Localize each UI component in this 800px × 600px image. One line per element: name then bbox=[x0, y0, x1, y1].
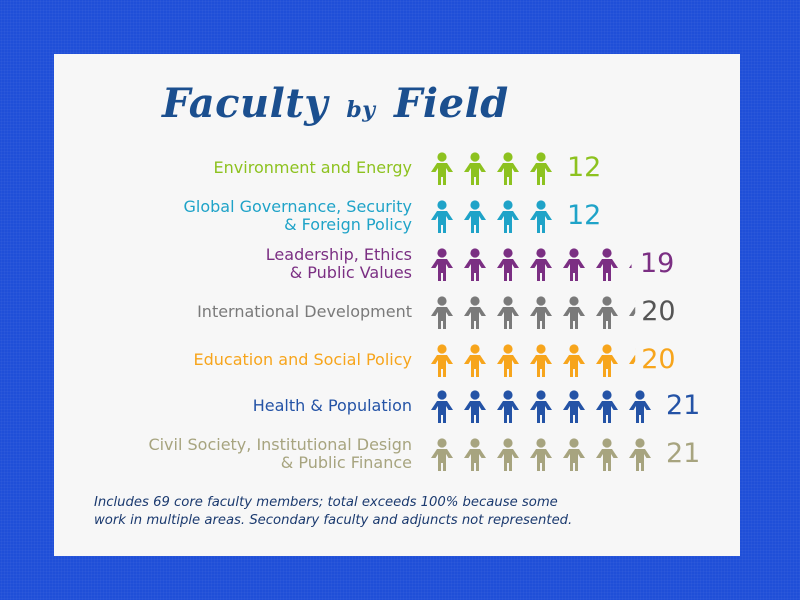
field-count: 20 bbox=[641, 344, 676, 375]
field-count: 20 bbox=[641, 296, 676, 327]
person-icon-strip bbox=[431, 152, 552, 185]
field-row: Civil Society, Institutional Design & Pub… bbox=[54, 432, 740, 476]
field-label: Civil Society, Institutional Design & Pub… bbox=[148, 432, 412, 476]
field-row: Leadership, Ethics & Public Values 19 bbox=[54, 242, 740, 286]
title-field: Field bbox=[394, 80, 509, 127]
partial-person-icon bbox=[629, 264, 632, 268]
field-label-line: Leadership, Ethics bbox=[265, 245, 412, 264]
field-row: Education and Social Policy 20 bbox=[54, 338, 740, 382]
person-icon bbox=[629, 438, 651, 471]
person-icon bbox=[431, 390, 453, 423]
field-label: Global Governance, Security & Foreign Pol… bbox=[183, 194, 412, 238]
partial-person-icon bbox=[629, 355, 636, 364]
field-count: 19 bbox=[640, 248, 675, 279]
person-icon bbox=[464, 438, 486, 471]
person-icon bbox=[431, 344, 453, 377]
person-icon bbox=[497, 200, 519, 233]
field-row: International Development 20 bbox=[54, 290, 740, 334]
person-icon bbox=[431, 438, 453, 471]
person-icon bbox=[530, 248, 552, 281]
person-icon bbox=[464, 152, 486, 185]
footnote-line-2: work in multiple areas. Secondary facult… bbox=[94, 513, 573, 528]
person-icon bbox=[431, 296, 453, 329]
person-icon bbox=[497, 296, 519, 329]
person-icon bbox=[464, 344, 486, 377]
person-icon bbox=[464, 248, 486, 281]
person-icon bbox=[464, 390, 486, 423]
person-icon bbox=[497, 438, 519, 471]
person-icon bbox=[629, 390, 651, 423]
field-label-line: & Foreign Policy bbox=[284, 215, 412, 234]
footnote-line-1: Includes 69 core faculty members; total … bbox=[94, 495, 558, 510]
person-icon-strip bbox=[431, 344, 636, 377]
person-icon bbox=[530, 344, 552, 377]
person-icon bbox=[530, 152, 552, 185]
chart-title: Faculty by Field bbox=[162, 80, 509, 127]
field-label-line: Health & Population bbox=[252, 396, 412, 415]
field-label-line: Global Governance, Security bbox=[183, 197, 412, 216]
field-label: Education and Social Policy bbox=[194, 338, 412, 382]
person-icon bbox=[596, 296, 618, 329]
field-label-line: & Public Values bbox=[289, 263, 412, 282]
field-label: Health & Population bbox=[253, 384, 412, 428]
person-icon bbox=[596, 248, 618, 281]
title-by: by bbox=[346, 97, 376, 123]
field-count: 12 bbox=[567, 200, 602, 231]
person-icons bbox=[430, 390, 680, 424]
person-icon bbox=[497, 344, 519, 377]
field-row: Environment and Energy 12 bbox=[54, 146, 740, 190]
person-icon bbox=[464, 296, 486, 329]
person-icon bbox=[431, 200, 453, 233]
person-icon bbox=[596, 390, 618, 423]
partial-person-icon bbox=[629, 307, 636, 316]
person-icon bbox=[596, 438, 618, 471]
person-icon bbox=[563, 438, 585, 471]
person-icons bbox=[430, 152, 680, 186]
person-icons bbox=[430, 200, 680, 234]
person-icon bbox=[431, 152, 453, 185]
person-icon bbox=[530, 200, 552, 233]
field-row: Global Governance, Security & Foreign Pol… bbox=[54, 194, 740, 238]
field-label-line: International Development bbox=[197, 302, 412, 321]
person-icon bbox=[563, 296, 585, 329]
field-label: Leadership, Ethics & Public Values bbox=[266, 242, 412, 286]
field-label: Environment and Energy bbox=[214, 146, 412, 190]
person-icon bbox=[497, 152, 519, 185]
person-icon bbox=[530, 390, 552, 423]
field-label-line: & Public Finance bbox=[280, 453, 412, 472]
title-main: Faculty bbox=[162, 80, 328, 127]
infographic-card: Faculty by Field Environment and Energy 1… bbox=[54, 54, 740, 556]
person-icons bbox=[430, 296, 680, 330]
person-icon-strip bbox=[431, 390, 651, 423]
person-icon bbox=[563, 248, 585, 281]
person-icons bbox=[430, 248, 680, 282]
person-icon bbox=[530, 438, 552, 471]
field-count: 21 bbox=[666, 438, 701, 469]
person-icon bbox=[497, 390, 519, 423]
field-row: Health & Population 21 bbox=[54, 384, 740, 428]
person-icon bbox=[596, 344, 618, 377]
person-icons bbox=[430, 438, 680, 472]
person-icon-strip bbox=[431, 248, 632, 281]
footnote: Includes 69 core faculty members; total … bbox=[94, 494, 572, 530]
person-icon-strip bbox=[431, 438, 651, 471]
field-count: 21 bbox=[666, 390, 701, 421]
field-label-line: Civil Society, Institutional Design bbox=[148, 435, 412, 454]
field-label-line: Environment and Energy bbox=[213, 158, 412, 177]
person-icon bbox=[563, 344, 585, 377]
field-count: 12 bbox=[567, 152, 602, 183]
person-icon bbox=[563, 390, 585, 423]
field-label: International Development bbox=[197, 290, 412, 334]
person-icons bbox=[430, 344, 680, 378]
field-label-line: Education and Social Policy bbox=[193, 350, 412, 369]
person-icon bbox=[431, 248, 453, 281]
person-icon bbox=[530, 296, 552, 329]
person-icon-strip bbox=[431, 200, 552, 233]
person-icon-strip bbox=[431, 296, 636, 329]
person-icon bbox=[464, 200, 486, 233]
person-icon bbox=[497, 248, 519, 281]
